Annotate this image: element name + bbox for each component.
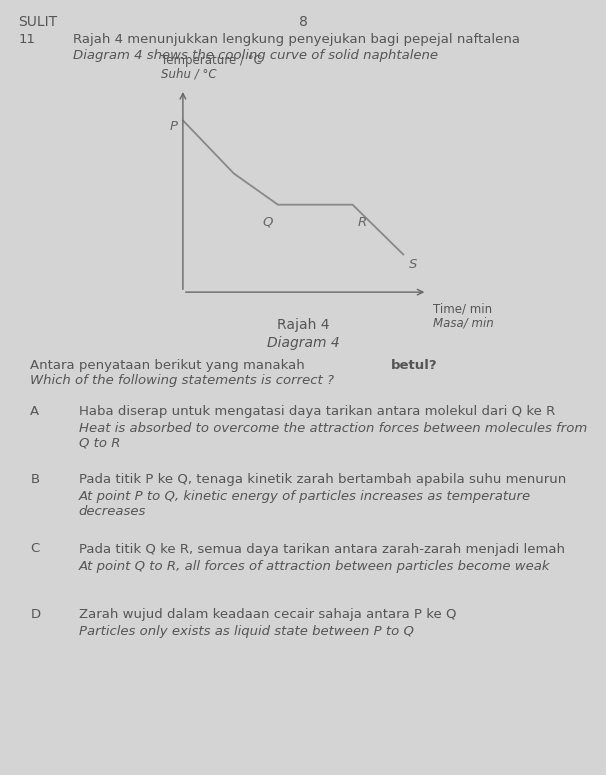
Text: betul?: betul? [391, 359, 438, 372]
Text: 8: 8 [299, 16, 307, 29]
Text: P: P [169, 120, 178, 133]
Text: At point Q to R, all forces of attraction between particles become weak: At point Q to R, all forces of attractio… [79, 560, 550, 573]
Text: Rajah 4 menunjukkan lengkung penyejukan bagi pepejal naftalena: Rajah 4 menunjukkan lengkung penyejukan … [73, 33, 520, 46]
Text: Pada titik P ke Q, tenaga kinetik zarah bertambah apabila suhu menurun: Pada titik P ke Q, tenaga kinetik zarah … [79, 473, 566, 486]
Text: Q: Q [262, 215, 273, 229]
Text: SULIT: SULIT [18, 16, 58, 29]
Text: R: R [358, 215, 367, 229]
Text: B: B [30, 473, 39, 486]
Text: Pada titik Q ke R, semua daya tarikan antara zarah-zarah menjadi lemah: Pada titik Q ke R, semua daya tarikan an… [79, 542, 565, 556]
Text: Antara penyataan berikut yang manakah: Antara penyataan berikut yang manakah [30, 359, 309, 372]
Text: Zarah wujud dalam keadaan cecair sahaja antara P ke Q: Zarah wujud dalam keadaan cecair sahaja … [79, 608, 456, 622]
Text: A: A [30, 405, 39, 418]
Text: Heat is absorbed to overcome the attraction forces between molecules from
Q to R: Heat is absorbed to overcome the attract… [79, 422, 587, 449]
Text: Haba diserap untuk mengatasi daya tarikan antara molekul dari Q ke R: Haba diserap untuk mengatasi daya tarika… [79, 405, 555, 418]
Text: Diagram 4: Diagram 4 [267, 336, 339, 350]
Text: Particles only exists as liquid state between P to Q: Particles only exists as liquid state be… [79, 625, 414, 639]
Text: C: C [30, 542, 39, 556]
Text: 11: 11 [18, 33, 35, 46]
Text: S: S [408, 258, 417, 270]
Text: Suhu / °C: Suhu / °C [161, 67, 216, 81]
Text: D: D [30, 608, 41, 622]
Text: At point P to Q, kinetic energy of particles increases as temperature
decreases: At point P to Q, kinetic energy of parti… [79, 490, 531, 518]
Text: Rajah 4: Rajah 4 [277, 318, 329, 332]
Text: Temperature / °C: Temperature / °C [161, 54, 261, 67]
Text: Masa/ min: Masa/ min [433, 316, 494, 329]
Text: Diagram 4 shows the cooling curve of solid naphtalene: Diagram 4 shows the cooling curve of sol… [73, 49, 438, 62]
Text: Which of the following statements is correct ?: Which of the following statements is cor… [30, 374, 335, 388]
Text: Time/ min: Time/ min [433, 302, 493, 315]
